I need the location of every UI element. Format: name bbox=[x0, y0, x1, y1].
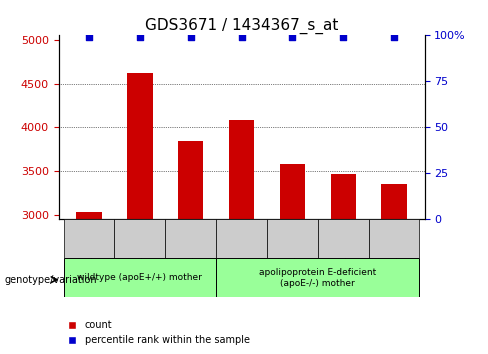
Bar bbox=[330, 174, 356, 354]
Point bbox=[288, 34, 296, 40]
Title: GDS3671 / 1434367_s_at: GDS3671 / 1434367_s_at bbox=[145, 18, 338, 34]
FancyBboxPatch shape bbox=[115, 219, 165, 258]
Point bbox=[390, 34, 398, 40]
Bar bbox=[127, 73, 153, 354]
FancyBboxPatch shape bbox=[216, 258, 420, 297]
FancyBboxPatch shape bbox=[318, 219, 368, 258]
Point bbox=[136, 34, 144, 40]
Point bbox=[238, 34, 245, 40]
FancyBboxPatch shape bbox=[165, 219, 216, 258]
Legend: count, percentile rank within the sample: count, percentile rank within the sample bbox=[63, 316, 254, 349]
FancyBboxPatch shape bbox=[63, 219, 115, 258]
Bar bbox=[280, 164, 305, 354]
FancyBboxPatch shape bbox=[63, 258, 216, 297]
Text: wildtype (apoE+/+) mother: wildtype (apoE+/+) mother bbox=[78, 273, 203, 282]
FancyBboxPatch shape bbox=[216, 219, 267, 258]
Bar bbox=[76, 212, 102, 354]
Bar bbox=[178, 142, 203, 354]
Point bbox=[187, 34, 195, 40]
FancyBboxPatch shape bbox=[368, 219, 420, 258]
Bar bbox=[229, 120, 254, 354]
Bar bbox=[381, 183, 407, 354]
Point bbox=[339, 34, 347, 40]
FancyBboxPatch shape bbox=[267, 219, 318, 258]
Point bbox=[85, 34, 93, 40]
Text: apolipoprotein E-deficient
(apoE-/-) mother: apolipoprotein E-deficient (apoE-/-) mot… bbox=[259, 268, 376, 287]
Text: genotype/variation: genotype/variation bbox=[5, 275, 98, 285]
